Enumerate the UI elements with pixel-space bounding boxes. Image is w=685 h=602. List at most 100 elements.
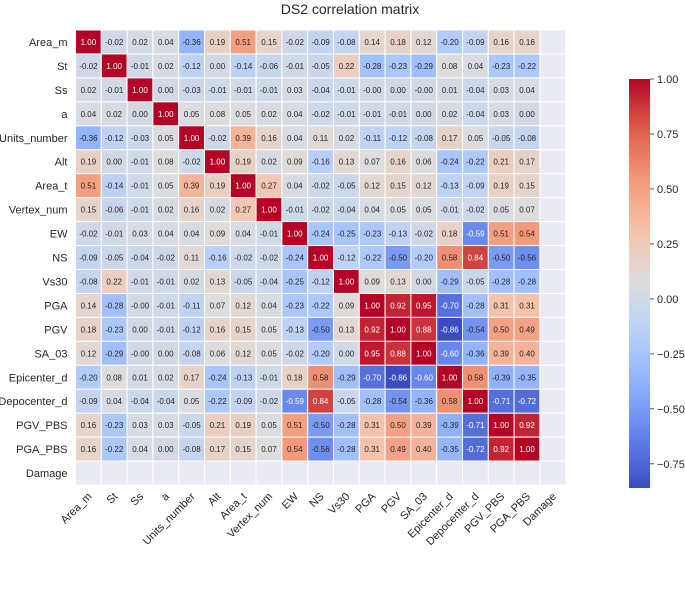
cell-value-label: 0.00 xyxy=(132,110,148,119)
cell-value-label: 0.02 xyxy=(158,62,174,71)
y-axis-tick-labels: Area_m St Ss a Units_number Alt Area_t Vertex_n… xyxy=(0,37,68,480)
cell-value-label: -0.28 xyxy=(363,62,382,71)
cell-value-label: 1.00 xyxy=(132,86,148,95)
cell-value-label: 0.13 xyxy=(210,277,226,286)
cell-value-label: -0.71 xyxy=(466,421,485,430)
cell-value-label: 1.00 xyxy=(184,134,200,143)
cell-value-label: -0.29 xyxy=(337,373,356,382)
cell-value-label: 0.00 xyxy=(339,349,355,358)
heatmap-cell xyxy=(307,460,335,486)
cell-value-label: 0.31 xyxy=(364,421,380,430)
cell-value-label: 0.03 xyxy=(493,86,509,95)
cell-value-label: 0.16 xyxy=(390,158,406,167)
cell-value-label: -0.08 xyxy=(337,38,356,47)
cell-value-label: -0.08 xyxy=(518,134,537,143)
heatmap-cell xyxy=(410,460,438,486)
cell-value-label: 0.84 xyxy=(313,397,329,406)
cell-value-label: 0.05 xyxy=(184,110,200,119)
cell-value-label: 0.05 xyxy=(158,182,174,191)
cell-value-label: 0.12 xyxy=(235,301,251,310)
cell-value-label: 0.15 xyxy=(81,206,97,215)
x-tick-label: a xyxy=(159,490,172,503)
cell-value-label: 0.16 xyxy=(261,134,277,143)
cell-value-label: -0.50 xyxy=(311,421,330,430)
cell-value-label: -0.60 xyxy=(440,349,459,358)
cell-value-label: -0.09 xyxy=(234,397,253,406)
heatmap-cell xyxy=(100,460,128,486)
cell-value-label: -0.05 xyxy=(337,182,356,191)
x-tick-label: Vs30 xyxy=(326,491,352,517)
cell-value-label: -0.01 xyxy=(260,373,279,382)
cell-value-label: 0.00 xyxy=(158,349,174,358)
cell-value-label: 0.11 xyxy=(313,134,329,143)
cell-value-label: 0.19 xyxy=(81,158,97,167)
y-tick-label: PGV xyxy=(44,324,68,336)
cell-value-label: 0.05 xyxy=(158,134,174,143)
colorbar-tick-label: 0.50 xyxy=(657,184,678,196)
cell-value-label: 0.07 xyxy=(364,158,380,167)
cell-value-label: 0.92 xyxy=(364,325,380,334)
cell-value-label: -0.12 xyxy=(182,325,201,334)
cell-value-label: 0.02 xyxy=(339,134,355,143)
heatmap-cell xyxy=(152,460,180,486)
cell-value-label: 0.01 xyxy=(132,373,148,382)
cell-value-label: 0.08 xyxy=(442,62,458,71)
x-tick-label: Ss xyxy=(129,490,147,508)
cell-value-label: 0.04 xyxy=(106,397,122,406)
cell-value-label: 0.31 xyxy=(493,301,509,310)
cell-value-label: -0.22 xyxy=(518,62,537,71)
x-tick-label: Area_m xyxy=(59,491,95,527)
cell-value-label: 0.27 xyxy=(261,182,277,191)
heatmap-cell xyxy=(539,245,567,271)
cell-value-label: -0.04 xyxy=(131,254,150,263)
cell-value-label: -0.28 xyxy=(466,301,485,310)
colorbar-tick-label: 1.00 xyxy=(657,74,678,86)
cell-value-label: -0.29 xyxy=(440,277,459,286)
heatmap-cell xyxy=(281,460,309,486)
cell-value-label: -0.01 xyxy=(260,230,279,239)
cell-value-label: -0.03 xyxy=(182,86,201,95)
x-tick-label: EW xyxy=(280,490,301,511)
cell-value-label: 0.39 xyxy=(493,349,509,358)
cell-value-label: -0.09 xyxy=(466,38,485,47)
cell-value-label: -0.12 xyxy=(337,254,356,263)
heatmap-cell xyxy=(358,460,386,486)
cell-value-label: -0.20 xyxy=(79,373,98,382)
cell-value-label: 0.17 xyxy=(442,134,458,143)
x-tick-label: PGA xyxy=(353,490,378,515)
cell-value-label: -0.54 xyxy=(466,325,485,334)
heatmap-cell xyxy=(539,101,567,127)
cell-value-label: -0.12 xyxy=(389,134,408,143)
cell-value-label: 0.00 xyxy=(158,445,174,454)
y-tick-label: Vs30 xyxy=(42,276,67,288)
heatmap-cell xyxy=(539,388,567,414)
cell-value-label: -0.29 xyxy=(105,349,124,358)
cell-value-label: 0.05 xyxy=(416,206,432,215)
cell-value-label: -0.14 xyxy=(234,62,253,71)
cell-value-label: -0.02 xyxy=(466,206,485,215)
cell-value-label: 0.12 xyxy=(416,38,432,47)
cell-value-label: -0.01 xyxy=(440,206,459,215)
cell-value-label: -0.01 xyxy=(389,110,408,119)
cell-value-label: -0.56 xyxy=(311,445,330,454)
heatmap-cell xyxy=(178,460,205,486)
cell-value-label: 0.13 xyxy=(339,158,355,167)
cell-value-label: -0.04 xyxy=(131,397,150,406)
heatmap-cell xyxy=(539,149,567,175)
cell-value-label: 0.13 xyxy=(390,277,406,286)
cell-value-label: -0.02 xyxy=(260,254,279,263)
cell-value-label: 0.04 xyxy=(235,230,251,239)
cell-value-label: -0.24 xyxy=(208,373,227,382)
heatmap-cell xyxy=(539,292,567,318)
cell-value-label: -0.05 xyxy=(311,62,330,71)
cell-value-label: -0.28 xyxy=(518,277,537,286)
cell-value-label: -0.23 xyxy=(286,301,305,310)
cell-value-label: 0.16 xyxy=(184,206,200,215)
colorbar-tick-label: 0.75 xyxy=(657,129,678,141)
cell-value-label: -0.70 xyxy=(440,301,459,310)
cell-value-label: -0.05 xyxy=(466,277,485,286)
cell-value-label: 0.16 xyxy=(81,445,97,454)
y-tick-label: PGV_PBS xyxy=(16,420,67,432)
cell-value-label: 0.50 xyxy=(390,421,406,430)
